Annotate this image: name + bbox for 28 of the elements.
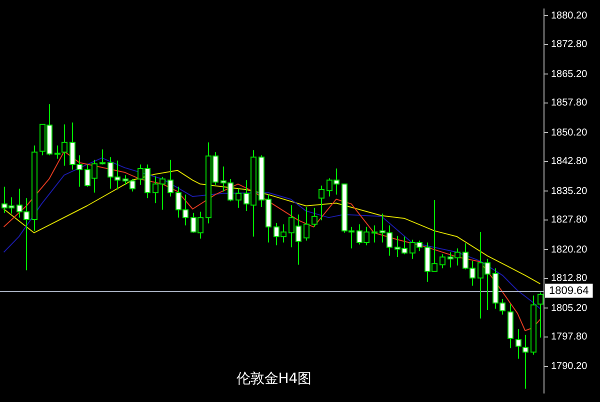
candlestick xyxy=(312,207,318,228)
ref-line-label: 1809.64 xyxy=(549,285,589,298)
y-tick-label: 1842.80 xyxy=(551,156,588,168)
y-tick-label: 1820.20 xyxy=(551,244,588,256)
candlestick xyxy=(372,224,378,244)
candlestick xyxy=(516,328,522,360)
candlestick xyxy=(440,254,446,269)
candlestick xyxy=(62,124,68,166)
candlestick xyxy=(54,144,60,160)
candlestick xyxy=(304,206,310,242)
candlestick xyxy=(318,185,324,221)
candlestick xyxy=(100,148,106,166)
candlestick xyxy=(168,159,174,198)
candlestick xyxy=(236,188,242,208)
candlestick xyxy=(522,334,528,390)
y-tick-label: 1850.20 xyxy=(551,127,588,138)
y-tick-label: 1797.80 xyxy=(551,332,588,343)
y-tick-label: 1857.80 xyxy=(551,98,588,109)
y-tick-label: 1880.20 xyxy=(551,10,588,22)
y-tick-label: 1865.20 xyxy=(551,68,588,80)
candlestick xyxy=(538,292,544,338)
y-tick-label: 1872.80 xyxy=(551,39,588,50)
y-tick-label: 1790.20 xyxy=(551,361,588,372)
text: 伦敦金H4图 xyxy=(235,370,313,388)
y-tick-label: 1835.20 xyxy=(551,186,588,197)
y-tick-label: 1805.20 xyxy=(551,302,588,314)
y-tick-label: 1827.80 xyxy=(551,214,588,226)
y-tick-label: 1812.80 xyxy=(551,273,588,284)
